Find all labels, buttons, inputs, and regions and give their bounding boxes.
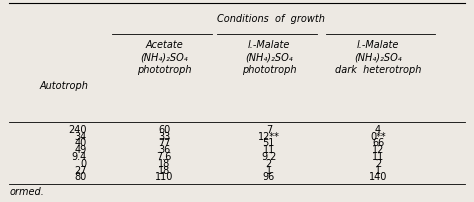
Text: 1: 1 xyxy=(266,165,272,175)
Text: 7: 7 xyxy=(266,124,272,134)
Text: Acetate
(NH₄)₂SO₄
phototroph: Acetate (NH₄)₂SO₄ phototroph xyxy=(137,40,191,75)
Text: 12: 12 xyxy=(372,144,384,155)
Text: 96: 96 xyxy=(263,171,275,181)
Text: 36: 36 xyxy=(158,144,170,155)
Text: 1: 1 xyxy=(375,165,381,175)
Text: 240: 240 xyxy=(68,124,87,134)
Text: 110: 110 xyxy=(155,171,173,181)
Text: 80: 80 xyxy=(74,171,87,181)
Text: 49: 49 xyxy=(74,144,87,155)
Text: 9.4: 9.4 xyxy=(72,151,87,161)
Text: 0**: 0** xyxy=(370,131,386,141)
Text: 77: 77 xyxy=(158,138,171,148)
Text: 11: 11 xyxy=(263,144,275,155)
Text: 66: 66 xyxy=(372,138,384,148)
Text: 27: 27 xyxy=(74,165,87,175)
Text: 2: 2 xyxy=(375,158,381,168)
Text: 2: 2 xyxy=(266,158,272,168)
Text: 11: 11 xyxy=(372,151,384,161)
Text: l.-Malate
(NH₄)₂SO₄
phototroph: l.-Malate (NH₄)₂SO₄ phototroph xyxy=(242,40,296,75)
Text: 51: 51 xyxy=(263,138,275,148)
Text: 33: 33 xyxy=(158,131,170,141)
Text: 7.6: 7.6 xyxy=(156,151,172,161)
Text: 40: 40 xyxy=(74,138,87,148)
Text: 140: 140 xyxy=(369,171,387,181)
Text: 12**: 12** xyxy=(258,131,280,141)
Text: 60: 60 xyxy=(158,124,170,134)
Text: Conditions  of  growth: Conditions of growth xyxy=(217,14,325,24)
Text: l.-Malate
(NH₄)₂SO₄
dark  heterotroph: l.-Malate (NH₄)₂SO₄ dark heterotroph xyxy=(335,40,421,75)
Text: 9.2: 9.2 xyxy=(261,151,276,161)
Text: 18: 18 xyxy=(158,165,170,175)
Text: Autotroph: Autotroph xyxy=(40,81,89,91)
Text: ormed.: ormed. xyxy=(9,186,45,196)
Text: 0: 0 xyxy=(81,158,87,168)
Text: 18: 18 xyxy=(158,158,170,168)
Text: 34: 34 xyxy=(74,131,87,141)
Text: 4: 4 xyxy=(375,124,381,134)
